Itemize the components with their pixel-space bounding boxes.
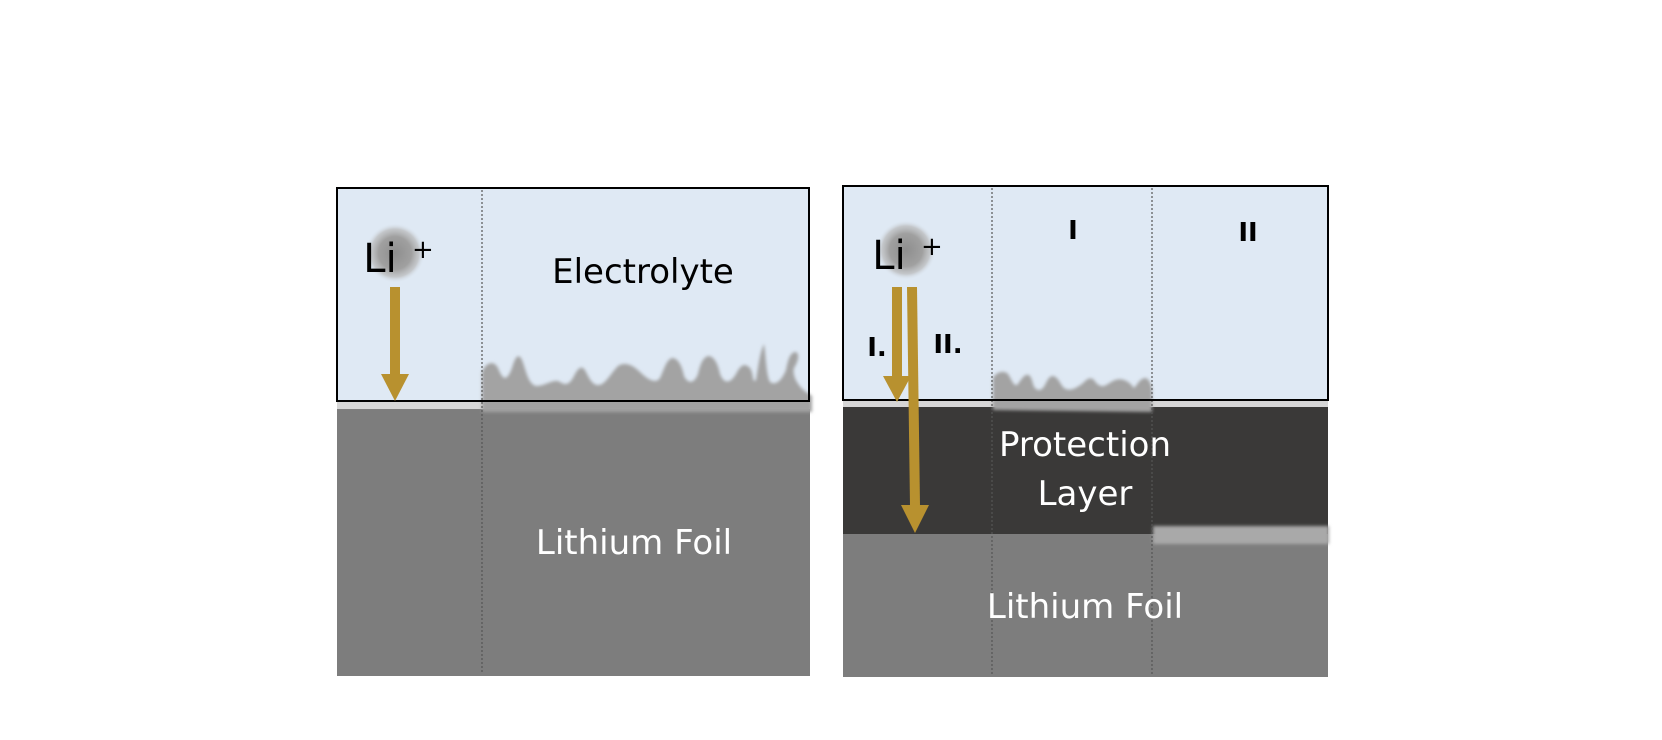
right-path-two-arrow-icon [901,287,929,533]
right-protection-label-line2: Layer [1038,474,1133,514]
right-dendrite-growth [993,371,1152,412]
right-panel-frame [842,185,1329,401]
right-protection-label-line1: Protection [999,425,1171,465]
right-region-two-strip [1153,526,1329,544]
right-path-one-label: I. [867,333,887,363]
left-li-ion: Li + [363,223,434,283]
left-panel: Li + Electrolyte Lithium Foil [336,187,812,676]
right-path-one-arrow-icon [883,287,911,402]
right-ion-label: Li [872,233,905,279]
right-electrolyte-region [843,186,1328,399]
left-electrolyte-label: Electrolyte [552,252,734,292]
right-region-two-label: II [1238,218,1257,248]
right-region-one-label: I [1068,216,1078,246]
right-ion-charge: + [921,232,943,262]
left-lithium-foil [337,409,810,676]
right-li-ion: Li + [872,220,943,280]
right-ion-sphere-icon [876,220,936,280]
left-panel-frame [336,187,810,402]
left-ion-label: Li [363,236,396,282]
left-dendrite-growth [482,344,812,412]
right-panel: Li + I. II. I II Protection Layer Lithiu… [842,185,1329,677]
left-ion-charge: + [412,235,434,265]
left-ion-arrow-icon [381,287,409,401]
right-lithium-foil [843,534,1328,677]
right-foil-label: Lithium Foil [987,587,1183,627]
left-foil-label: Lithium Foil [536,523,732,563]
left-ion-sphere-icon [365,223,425,283]
left-electrolyte-region [337,188,809,400]
right-path-two-label: II. [933,330,962,360]
